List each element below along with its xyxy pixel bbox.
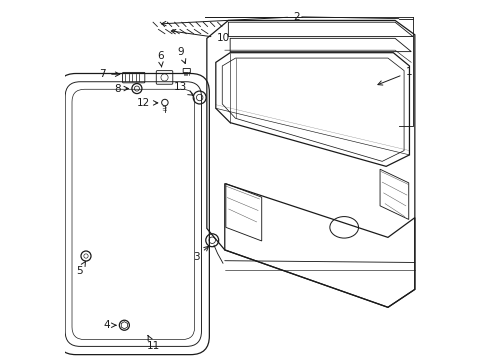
Text: 3: 3 [192,246,208,262]
Text: 8: 8 [114,84,128,94]
Text: 1: 1 [377,67,411,85]
Text: 12: 12 [137,98,158,108]
Text: 11: 11 [146,336,160,351]
Text: 5: 5 [76,261,85,276]
Text: 2: 2 [161,12,299,26]
Text: 7: 7 [100,69,120,79]
Text: 13: 13 [174,82,192,95]
Text: 10: 10 [171,30,229,43]
Text: 6: 6 [157,51,163,67]
Text: 4: 4 [103,320,116,330]
Text: 9: 9 [177,46,185,63]
